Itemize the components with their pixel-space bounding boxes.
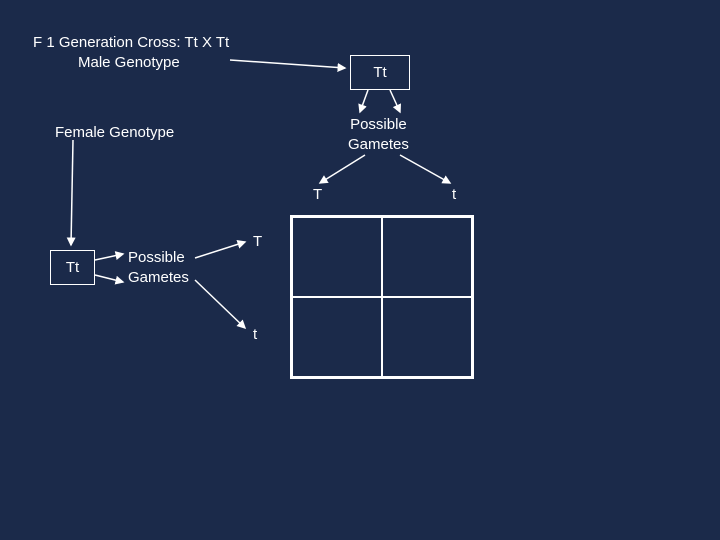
punnett-cell (382, 297, 472, 377)
punnett-row (292, 297, 472, 377)
arrow-male-to-genotype (230, 55, 350, 75)
punnett-cell (382, 217, 472, 297)
arrow-male-split (350, 90, 420, 120)
possible-gametes-male: Possible Gametes (348, 115, 409, 154)
male-genotype-value: Tt (373, 64, 386, 81)
female-genotype-box: Tt (50, 250, 95, 285)
possible-gametes-female: Possible Gametes (128, 248, 189, 287)
arrow-male-gametes-split (310, 155, 470, 190)
title-line1: F 1 Generation Cross: Tt X Tt (33, 33, 229, 53)
punnett-cell (292, 217, 382, 297)
male-gamete-t: t (452, 185, 456, 205)
punnett-row (292, 217, 472, 297)
male-gamete-T: T (313, 185, 322, 205)
female-genotype-value: Tt (66, 259, 79, 276)
punnett-square (290, 215, 474, 379)
title: F 1 Generation Cross: Tt X Tt Male Genot… (33, 33, 229, 72)
arrow-female-split (95, 250, 130, 290)
punnett-cell (292, 297, 382, 377)
title-line2: Male Genotype (78, 53, 229, 73)
arrow-female-gametes-split (195, 240, 255, 340)
male-genotype-box: Tt (350, 55, 410, 90)
arrow-female-to-genotype (65, 140, 85, 250)
female-gamete-T: T (253, 232, 262, 252)
female-gamete-t: t (253, 325, 257, 345)
